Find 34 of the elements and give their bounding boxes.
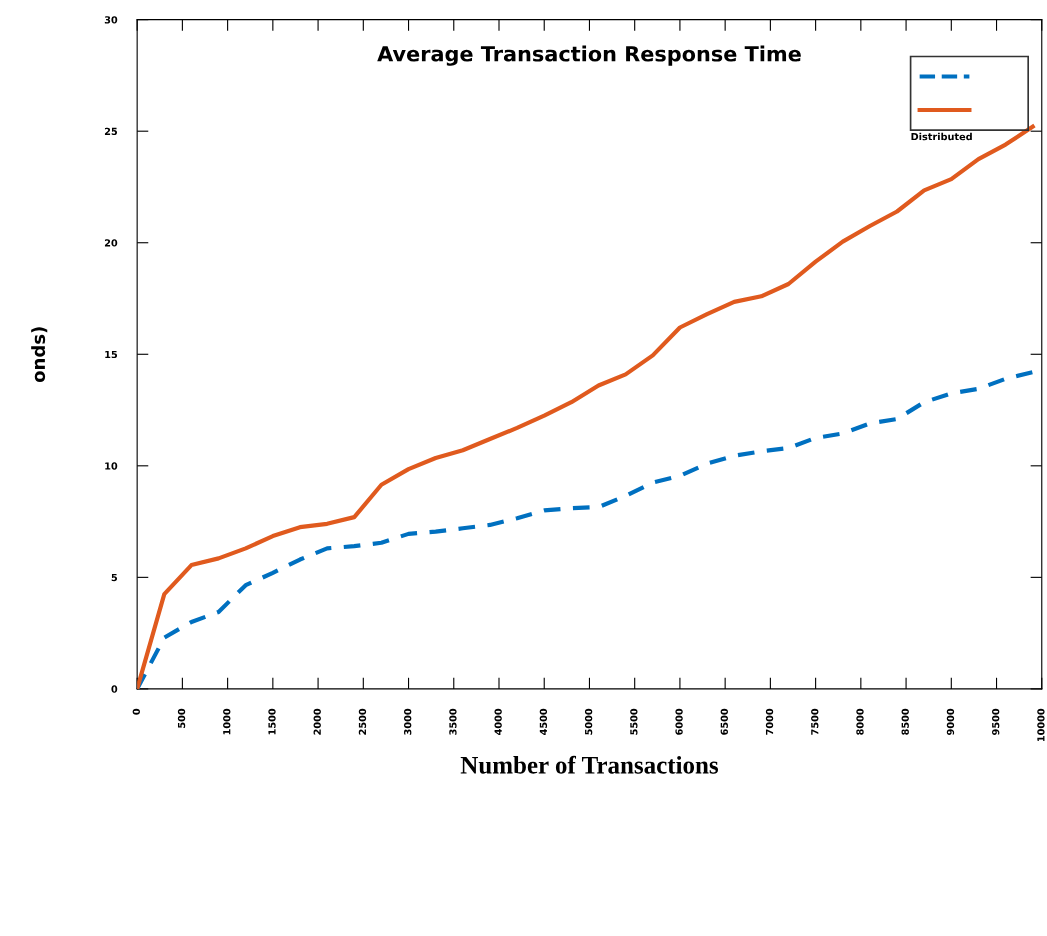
annotation: Distributed <box>911 132 972 141</box>
y-tick-label: 0 <box>111 685 118 693</box>
x-tick-label: 6000 <box>675 708 683 735</box>
x-tick-label: 9000 <box>946 708 955 735</box>
x-tick-label: 2500 <box>358 708 367 735</box>
x-tick-label: 1500 <box>268 708 276 735</box>
text: Average Transaction Response Time <box>377 45 801 66</box>
y-axis-title: onds) <box>31 327 48 383</box>
line-series <box>137 124 1035 689</box>
x-tick-label: 8500 <box>901 708 909 735</box>
x-tick-label: 4000 <box>494 708 502 735</box>
x-tick-label: 6500 <box>720 708 728 735</box>
x-tick-label: 9500 <box>992 708 1000 735</box>
y-tick-label: 30 <box>104 16 118 24</box>
line-series <box>137 370 1035 689</box>
x-tick-label: 5500 <box>630 708 638 735</box>
x-tick-label: 5000 <box>584 708 593 735</box>
y-tick-label: 20 <box>104 239 118 247</box>
x-tick-label: 4500 <box>539 708 548 735</box>
y-tick-label: 5 <box>111 573 118 582</box>
x-tick-label: 2000 <box>313 708 321 735</box>
x-axis-title: Number of Transactions <box>460 755 719 774</box>
x-tick-label: 7500 <box>811 708 819 735</box>
x-tick-label: 500 <box>177 708 186 728</box>
y-tick-label: 25 <box>104 127 118 136</box>
x-tick-label: 3500 <box>449 708 457 735</box>
x-tick-label: 8000 <box>856 708 864 735</box>
x-tick-label: 7000 <box>765 708 774 735</box>
x-tick-label: 0 <box>132 708 140 715</box>
x-tick-label: 1000 <box>223 708 231 735</box>
x-tick-label: 10000 <box>1037 708 1045 742</box>
y-tick-label: 15 <box>105 350 118 359</box>
x-tick-label: 3000 <box>404 708 412 735</box>
y-tick-label: 10 <box>105 462 118 470</box>
